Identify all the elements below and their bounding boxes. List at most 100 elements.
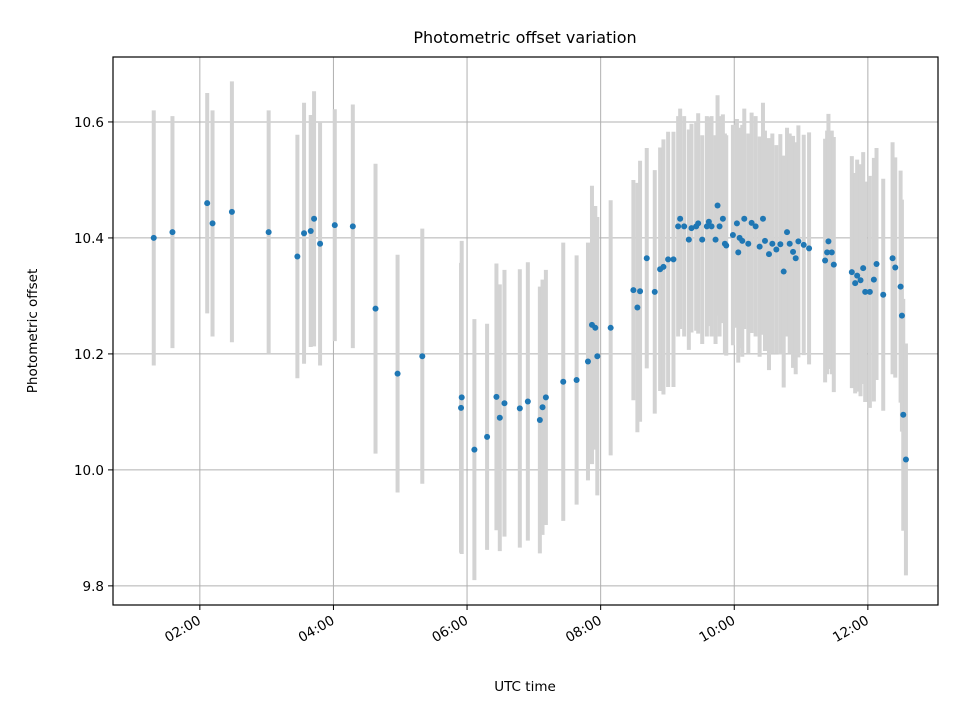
data-point — [665, 256, 672, 263]
data-point — [169, 229, 176, 236]
data-point — [759, 215, 766, 222]
data-point — [560, 378, 567, 385]
data-point — [870, 276, 877, 283]
data-point — [317, 240, 324, 247]
data-point — [756, 243, 763, 250]
data-point — [741, 215, 748, 222]
data-point — [634, 304, 641, 311]
data-point — [765, 251, 772, 258]
data-point — [471, 446, 478, 453]
data-point — [729, 232, 736, 239]
data-point — [484, 433, 491, 440]
data-point — [660, 263, 667, 270]
data-point — [825, 238, 832, 245]
data-point — [795, 238, 802, 245]
data-point — [898, 312, 905, 319]
data-point — [889, 255, 896, 262]
data-point — [716, 223, 723, 230]
data-point — [311, 215, 318, 222]
data-point — [780, 268, 787, 275]
data-point — [493, 393, 500, 400]
data-point — [294, 253, 301, 260]
data-point — [516, 405, 523, 412]
data-point — [699, 236, 706, 243]
data-point — [651, 288, 658, 295]
data-point — [496, 414, 503, 421]
data-point — [228, 208, 235, 215]
data-point — [703, 223, 710, 230]
data-point — [419, 353, 426, 360]
data-point — [860, 265, 867, 272]
data-point — [745, 240, 752, 247]
data-point — [675, 223, 682, 230]
data-point — [784, 229, 791, 236]
data-point — [670, 256, 677, 263]
y-axis-label: Photometric offset — [25, 269, 41, 393]
data-point — [752, 223, 759, 230]
data-point — [688, 225, 695, 232]
data-point — [539, 404, 546, 411]
data-point — [806, 245, 813, 252]
data-point — [897, 283, 904, 290]
x-axis-label: UTC time — [494, 679, 556, 695]
data-point — [458, 394, 465, 401]
data-point — [822, 257, 829, 264]
data-point — [573, 377, 580, 384]
data-point — [458, 404, 465, 411]
data-point — [695, 220, 702, 227]
data-point — [331, 222, 338, 229]
data-point — [866, 288, 873, 295]
data-point — [852, 280, 859, 287]
data-point — [643, 255, 650, 262]
data-point — [677, 215, 684, 222]
data-point — [265, 229, 272, 236]
data-point — [902, 456, 909, 463]
data-point — [681, 223, 688, 230]
data-point — [712, 236, 719, 243]
data-point — [685, 236, 692, 243]
data-point — [501, 400, 508, 407]
data-point — [830, 261, 837, 268]
data-point — [892, 264, 899, 271]
data-point — [209, 220, 216, 227]
data-point — [301, 230, 308, 237]
data-point — [723, 242, 730, 249]
data-point — [777, 241, 784, 248]
data-point — [786, 240, 793, 247]
y-tick-label: 9.8 — [83, 579, 104, 595]
data-point — [739, 237, 746, 244]
data-point — [630, 287, 637, 294]
data-point — [708, 223, 715, 230]
data-point — [733, 220, 740, 227]
point-layer — [150, 200, 909, 463]
data-point — [536, 417, 543, 424]
data-point — [349, 223, 356, 230]
data-point — [594, 353, 601, 360]
y-tick-label: 10.0 — [74, 463, 104, 479]
data-point — [372, 305, 379, 312]
data-point — [748, 219, 755, 226]
data-point — [761, 237, 768, 244]
data-point — [824, 249, 831, 256]
data-point — [307, 227, 314, 234]
data-point — [592, 324, 599, 331]
data-point — [394, 370, 401, 377]
data-point — [607, 324, 614, 331]
data-point — [584, 358, 591, 365]
data-point — [854, 272, 861, 279]
chart-title: Photometric offset variation — [413, 28, 636, 47]
data-point — [848, 269, 855, 276]
data-point — [873, 261, 880, 268]
data-point — [769, 240, 776, 247]
data-point — [705, 218, 712, 225]
y-tick-label: 10.2 — [74, 347, 104, 363]
data-point — [524, 398, 531, 405]
data-point — [719, 215, 726, 222]
data-point — [637, 288, 644, 295]
data-point — [792, 255, 799, 262]
data-point — [880, 291, 887, 298]
data-point — [857, 277, 864, 284]
data-point — [150, 234, 157, 241]
